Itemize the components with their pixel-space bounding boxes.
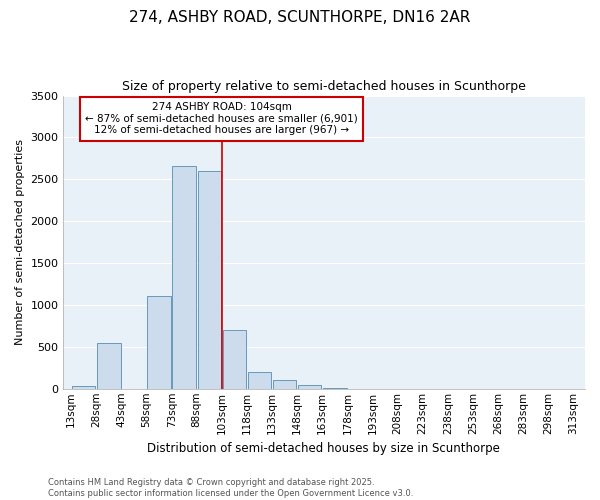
Bar	[72, 386, 95, 389]
Bar	[298, 385, 322, 389]
X-axis label: Distribution of semi-detached houses by size in Scunthorpe: Distribution of semi-detached houses by …	[148, 442, 500, 455]
Bar	[97, 342, 121, 389]
Bar	[197, 172, 221, 389]
Bar	[273, 380, 296, 389]
Text: 274, ASHBY ROAD, SCUNTHORPE, DN16 2AR: 274, ASHBY ROAD, SCUNTHORPE, DN16 2AR	[130, 10, 470, 25]
Bar	[323, 388, 347, 389]
Bar	[148, 296, 171, 389]
Bar	[172, 166, 196, 389]
Bar	[223, 330, 246, 389]
Bar	[248, 372, 271, 389]
Text: Contains HM Land Registry data © Crown copyright and database right 2025.
Contai: Contains HM Land Registry data © Crown c…	[48, 478, 413, 498]
Y-axis label: Number of semi-detached properties: Number of semi-detached properties	[15, 139, 25, 345]
Title: Size of property relative to semi-detached houses in Scunthorpe: Size of property relative to semi-detach…	[122, 80, 526, 93]
Text: 274 ASHBY ROAD: 104sqm
← 87% of semi-detached houses are smaller (6,901)
12% of : 274 ASHBY ROAD: 104sqm ← 87% of semi-det…	[85, 102, 358, 136]
